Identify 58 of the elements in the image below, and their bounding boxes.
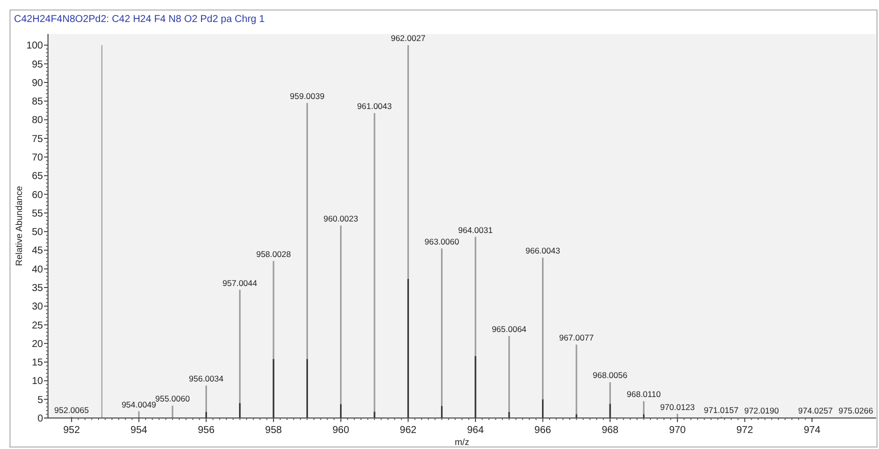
y-tick-label: 40 <box>32 264 44 276</box>
annotation: 963.0060 <box>424 236 460 246</box>
annotation: 968.0056 <box>592 370 628 380</box>
annotation: 966.0043 <box>525 246 560 256</box>
y-tick-label: 30 <box>32 302 44 313</box>
annotation: 955.0060 <box>155 394 190 404</box>
x-tick-label: 968 <box>602 425 619 436</box>
annotation: 958.0028 <box>256 249 292 260</box>
annotation: 956.0034 <box>188 374 224 384</box>
x-axis-title: m/z <box>454 437 470 447</box>
annotation: 954.0049 <box>122 399 157 410</box>
y-tick-label: 70 <box>32 152 44 164</box>
x-tick-label: 964 <box>467 425 484 436</box>
x-tick-label: 960 <box>332 425 350 436</box>
annotation: 965.0064 <box>492 324 527 334</box>
annotation: 962.0027 <box>390 33 426 44</box>
y-tick-label: 0 <box>37 414 44 424</box>
x-tick-label: 952 <box>63 425 80 436</box>
y-tick-label: 20 <box>32 338 44 350</box>
chart-title: C42H24F4N8O2Pd2: C42 H24 F4 N8 O2 Pd2 pa Chrg 1 <box>14 14 266 25</box>
annotation: 974.0257 <box>798 406 834 416</box>
x-tick-label: 974 <box>804 425 821 436</box>
y-tick-label: 10 <box>32 376 44 388</box>
annotation: 957.0044 <box>222 278 258 288</box>
annotation: 952.0065 <box>54 404 90 415</box>
x-tick-label: 966 <box>534 425 552 436</box>
y-tick-label: 85 <box>32 96 44 108</box>
annotation: 972.0190 <box>744 405 780 416</box>
y-tick-label: 75 <box>32 134 44 145</box>
annotation: 964.0031 <box>458 224 494 235</box>
annotation: 967.0077 <box>559 332 594 343</box>
x-tick-label: 956 <box>198 425 215 436</box>
y-axis-title: Relative Abundance <box>14 186 24 266</box>
y-tick-label: 80 <box>32 115 44 126</box>
x-tick-label: 962 <box>400 425 417 436</box>
y-tick-label: 90 <box>32 78 44 89</box>
y-tick-label: 25 <box>32 320 44 332</box>
annotation: 961.0043 <box>357 101 392 112</box>
y-tick-label: 55 <box>32 208 44 220</box>
annotation: 960.0023 <box>324 214 359 224</box>
y-tick-label: 60 <box>32 190 44 201</box>
y-tick-label: 95 <box>32 59 44 70</box>
y-tick-label: 45 <box>32 246 44 257</box>
x-tick-label: 970 <box>669 425 686 436</box>
y-tick-label: 50 <box>32 227 44 238</box>
y-tick-label: 65 <box>32 171 44 182</box>
x-tick-label: 954 <box>130 425 148 436</box>
x-tick-label: 958 <box>265 425 282 436</box>
annotation: 971.0157 <box>704 404 739 415</box>
annotation: 959.0039 <box>290 90 325 101</box>
annotation: 970.0123 <box>660 402 696 412</box>
y-tick-label: 35 <box>32 283 44 294</box>
y-tick-label: 15 <box>32 358 44 369</box>
y-tick-label: 100 <box>26 40 44 52</box>
annotation: 975.0266 <box>838 406 874 416</box>
x-tick-label: 972 <box>736 425 754 436</box>
annotation: 968.0110 <box>626 389 662 400</box>
y-tick-label: 5 <box>37 394 44 406</box>
